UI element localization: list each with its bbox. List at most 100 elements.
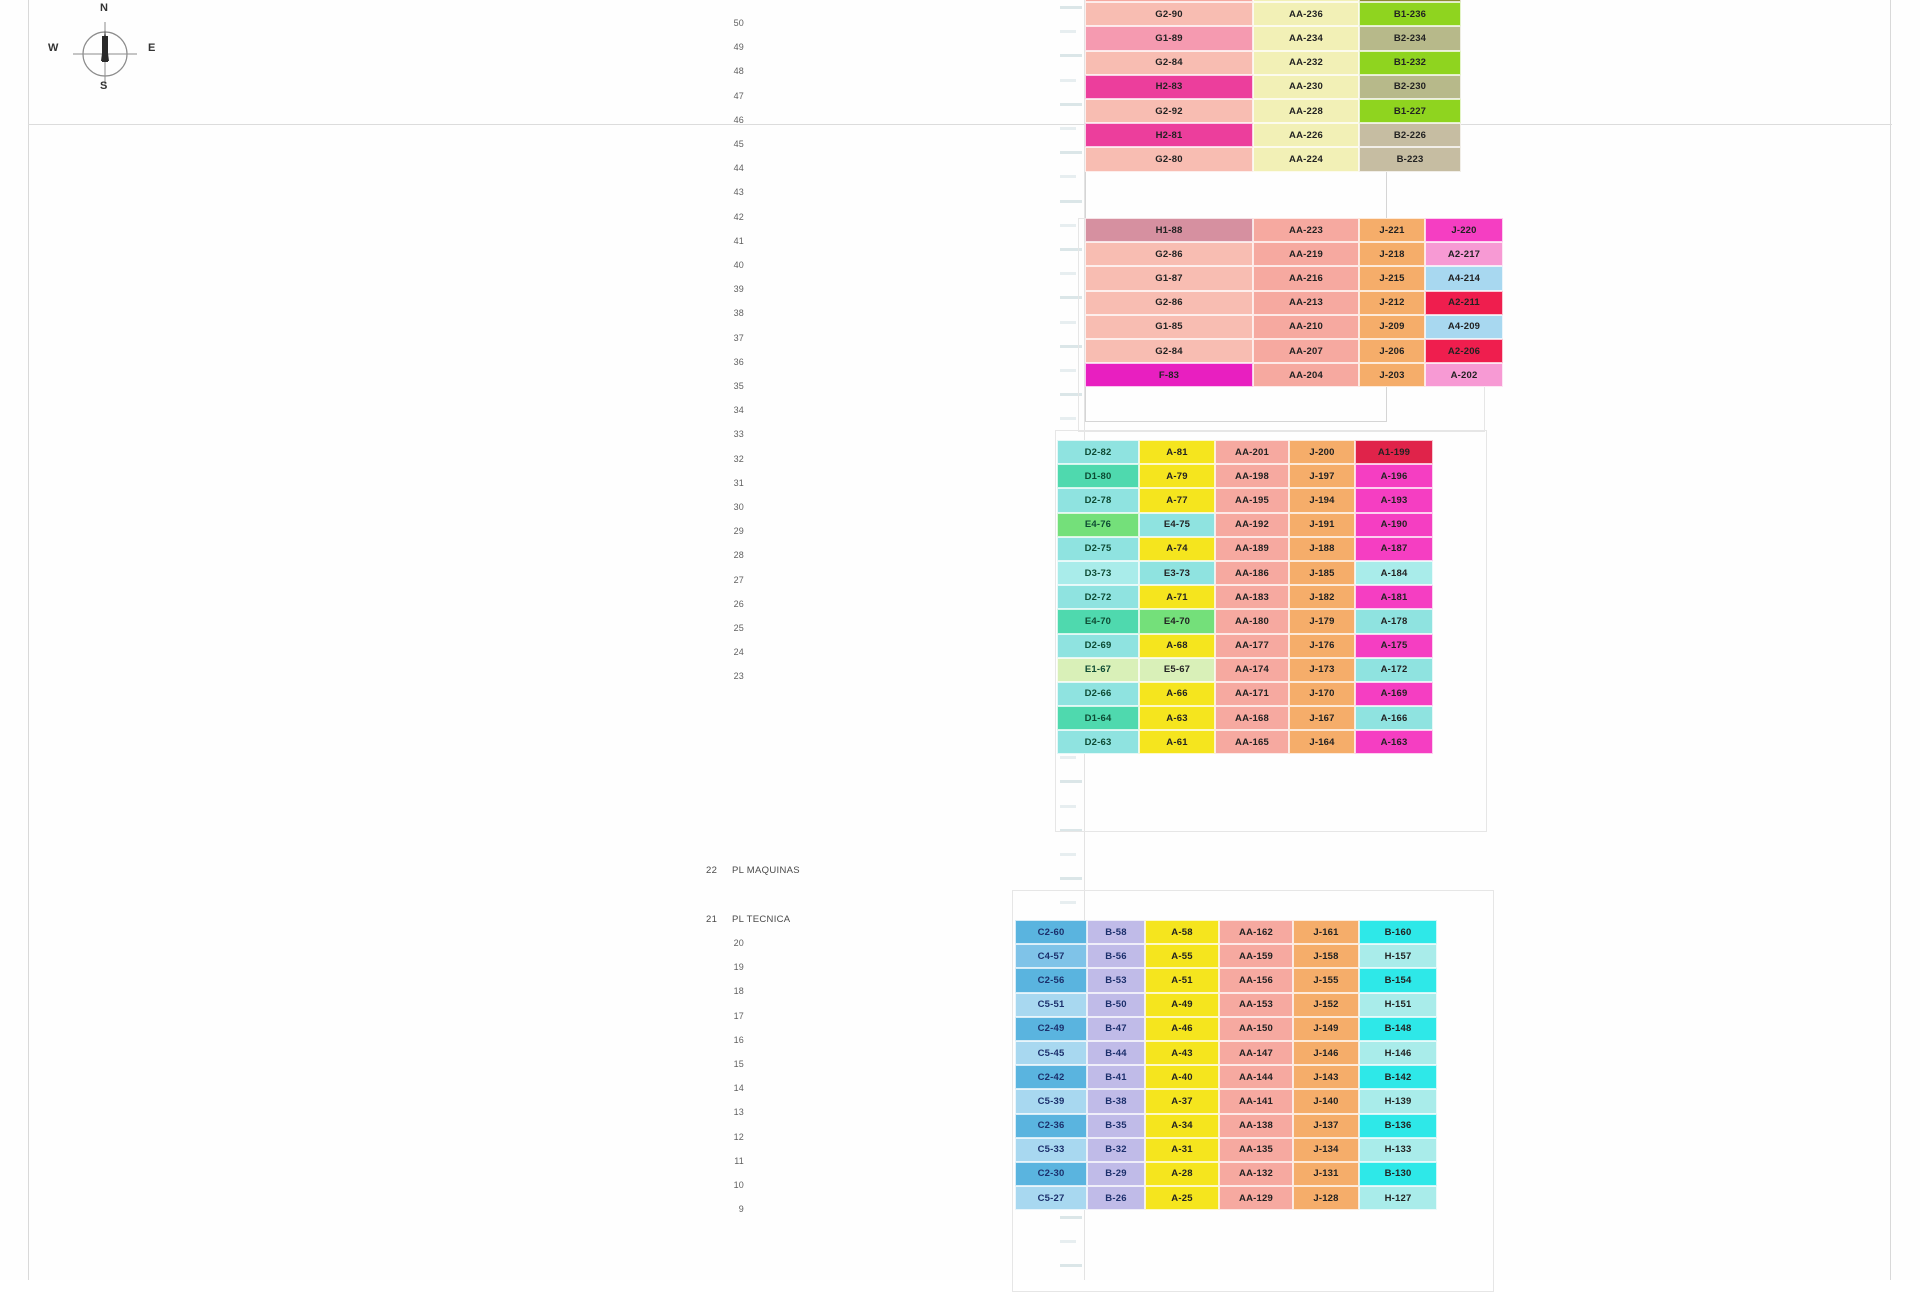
cell-unit[interactable]: G2-90 [1085, 2, 1253, 27]
cell-b[interactable]: B-26 [1087, 1186, 1145, 1211]
cell-right[interactable]: B-154 [1359, 968, 1437, 993]
cell-aa[interactable]: AA-234 [1253, 26, 1359, 51]
table-row[interactable]: G2-86 AA-219 J-218 A2-217 [1085, 242, 1503, 267]
cell-j[interactable]: J-131 [1293, 1161, 1359, 1187]
table-row[interactable]: G2-84 AA-232 B1-232 [1085, 50, 1461, 75]
cell-j[interactable]: J-215 [1359, 266, 1425, 291]
cell-a[interactable]: A-81 [1139, 440, 1215, 465]
cell-aa[interactable]: AA-210 [1253, 314, 1359, 339]
cell-aa[interactable]: AA-219 [1253, 242, 1359, 267]
table-row[interactable]: G2-91AA-240B1-240 [1085, 0, 1461, 3]
cell-a[interactable]: A-61 [1139, 730, 1215, 755]
cell-j[interactable]: J-185 [1289, 560, 1355, 586]
cell-aa[interactable]: AA-156 [1219, 968, 1293, 993]
cell-j[interactable]: J-149 [1293, 1016, 1359, 1041]
table-row[interactable]: D2-72 A-71 AA-183 J-182 A-181 [1057, 585, 1433, 610]
cell-a[interactable]: A-40 [1145, 1065, 1219, 1090]
cell-a[interactable]: A-25 [1145, 1186, 1219, 1211]
cell-a[interactable]: A-37 [1145, 1089, 1219, 1114]
table-row[interactable]: G2-90 AA-236 B1-236 [1085, 2, 1461, 27]
cell-aa[interactable]: AA-183 [1215, 585, 1289, 610]
cell-right[interactable]: A-181 [1355, 585, 1433, 610]
cell-right[interactable]: A-166 [1355, 706, 1433, 731]
cell-aa[interactable]: AA-230 [1253, 74, 1359, 99]
cell-d[interactable]: D2-78 [1057, 488, 1139, 513]
cell-c[interactable]: C2-30 [1015, 1161, 1087, 1187]
cell-a[interactable]: A-68 [1139, 633, 1215, 658]
cell-aa[interactable]: AA-153 [1219, 992, 1293, 1017]
cell-a[interactable]: A-74 [1139, 536, 1215, 561]
table-row[interactable]: H1-88 AA-223 J-221 J-220 [1085, 218, 1503, 243]
cell-j[interactable]: J-158 [1293, 944, 1359, 969]
cell-aa[interactable]: AA-223 [1253, 218, 1359, 243]
table-row[interactable]: E4-76 E4-75 AA-192 J-191 A-190 [1057, 512, 1433, 537]
cell-aa[interactable]: AA-198 [1215, 464, 1289, 489]
cell-b[interactable]: B-38 [1087, 1089, 1145, 1114]
cell-a[interactable]: A-43 [1145, 1040, 1219, 1066]
table-row[interactable]: E1-67 E5-67 AA-174 J-173 A-172 [1057, 657, 1433, 682]
cell-c[interactable]: C5-51 [1015, 992, 1087, 1017]
cell-aa[interactable]: AA-224 [1253, 147, 1359, 172]
cell-b[interactable]: B-47 [1087, 1016, 1145, 1041]
table-row[interactable]: D2-82 A-81 AA-201 J-200 A1-199 [1057, 440, 1433, 465]
cell-aa[interactable]: AA-232 [1253, 50, 1359, 75]
cell-right[interactable]: B-160 [1359, 920, 1437, 945]
cell-j[interactable]: J-170 [1289, 681, 1355, 707]
table-row[interactable]: C5-51 B-50 A-49 AA-153 J-152 H-151 [1015, 992, 1437, 1017]
cell-aa[interactable]: AA-138 [1219, 1113, 1293, 1138]
cell-b[interactable]: B-56 [1087, 944, 1145, 969]
cell-right[interactable]: A2-217 [1425, 242, 1503, 267]
cell-unit[interactable]: G2-91 [1085, 0, 1253, 3]
table-row[interactable]: D3-73 E3-73 AA-186 J-185 A-184 [1057, 560, 1433, 586]
cell-right[interactable]: A-184 [1355, 560, 1433, 586]
table-row[interactable]: F-83 AA-204 J-203 A-202 [1085, 363, 1503, 388]
table-row[interactable]: D2-66 A-66 AA-171 J-170 A-169 [1057, 681, 1433, 707]
table-row[interactable]: D1-80 A-79 AA-198 J-197 A-196 [1057, 464, 1433, 489]
cell-unit[interactable]: G1-89 [1085, 26, 1253, 51]
cell-unit[interactable]: G2-86 [1085, 290, 1253, 315]
cell-right[interactable]: J-220 [1425, 218, 1503, 243]
cell-j[interactable]: B1-236 [1359, 2, 1461, 27]
cell-b[interactable]: B-29 [1087, 1161, 1145, 1187]
cell-right[interactable]: B-130 [1359, 1161, 1437, 1187]
cell-b[interactable]: B-41 [1087, 1065, 1145, 1090]
cell-aa[interactable]: AA-171 [1215, 681, 1289, 707]
cell-j[interactable]: B1-240 [1359, 0, 1461, 3]
table-row[interactable]: D2-75 A-74 AA-189 J-188 A-187 [1057, 536, 1433, 561]
cell-a[interactable]: E4-75 [1139, 512, 1215, 537]
cell-c[interactable]: C2-60 [1015, 920, 1087, 945]
cell-j[interactable]: J-191 [1289, 512, 1355, 537]
cell-a[interactable]: A-79 [1139, 464, 1215, 489]
cell-aa[interactable]: AA-147 [1219, 1040, 1293, 1066]
cell-j[interactable]: J-152 [1293, 992, 1359, 1017]
cell-unit[interactable]: G2-84 [1085, 338, 1253, 364]
table-row[interactable]: G1-89 AA-234 B2-234 [1085, 26, 1461, 51]
cell-a[interactable]: A-51 [1145, 968, 1219, 993]
cell-j[interactable]: J-179 [1289, 609, 1355, 634]
cell-b[interactable]: B-32 [1087, 1137, 1145, 1162]
cell-a[interactable]: E5-67 [1139, 657, 1215, 682]
cell-aa[interactable]: AA-144 [1219, 1065, 1293, 1090]
cell-aa[interactable]: AA-162 [1219, 920, 1293, 945]
cell-d[interactable]: D2-72 [1057, 585, 1139, 610]
cell-c[interactable]: C5-39 [1015, 1089, 1087, 1114]
cell-a[interactable]: E4-70 [1139, 609, 1215, 634]
cell-unit[interactable]: H2-81 [1085, 123, 1253, 148]
cell-right[interactable]: A-196 [1355, 464, 1433, 489]
cell-c[interactable]: C2-56 [1015, 968, 1087, 993]
cell-d[interactable]: E1-67 [1057, 657, 1139, 682]
cell-right[interactable]: A1-199 [1355, 440, 1433, 465]
cell-d[interactable]: E4-76 [1057, 512, 1139, 537]
cell-aa[interactable]: AA-204 [1253, 363, 1359, 388]
cell-unit[interactable]: G1-85 [1085, 314, 1253, 339]
cell-c[interactable]: C5-33 [1015, 1137, 1087, 1162]
cell-j[interactable]: J-140 [1293, 1089, 1359, 1114]
cell-aa[interactable]: AA-201 [1215, 440, 1289, 465]
cell-j[interactable]: J-209 [1359, 314, 1425, 339]
cell-j[interactable]: B2-234 [1359, 26, 1461, 51]
cell-d[interactable]: D2-66 [1057, 681, 1139, 707]
cell-a[interactable]: A-28 [1145, 1161, 1219, 1187]
cell-unit[interactable]: G2-80 [1085, 147, 1253, 172]
cell-right[interactable]: H-139 [1359, 1089, 1437, 1114]
cell-aa[interactable]: AA-150 [1219, 1016, 1293, 1041]
